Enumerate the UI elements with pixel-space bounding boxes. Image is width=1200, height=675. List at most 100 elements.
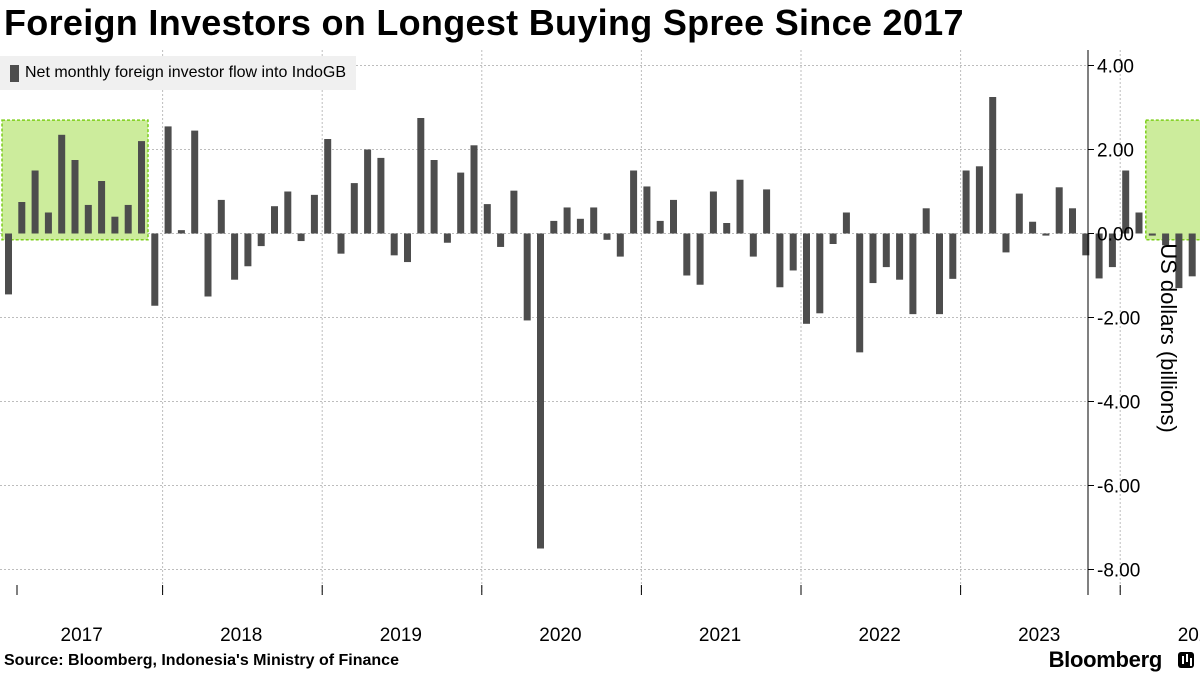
bar xyxy=(204,233,212,297)
x-tick-label: 2023 xyxy=(1018,625,1060,646)
bar xyxy=(537,233,544,549)
bar xyxy=(590,207,598,234)
y-axis-label: US dollars (billions) xyxy=(1156,243,1181,433)
bar xyxy=(191,130,199,234)
bar xyxy=(390,233,398,256)
bar xyxy=(749,233,757,257)
bar xyxy=(989,97,997,234)
bar xyxy=(656,220,664,234)
y-tick-label: 0.00 xyxy=(1097,225,1134,246)
bar xyxy=(975,166,983,234)
bar xyxy=(736,179,744,234)
bar xyxy=(763,189,771,234)
bar xyxy=(523,233,531,321)
bar xyxy=(443,233,451,243)
x-tick-label: 2021 xyxy=(699,625,741,646)
bar xyxy=(417,118,425,234)
bar xyxy=(404,233,411,263)
bar xyxy=(1095,233,1103,279)
bar xyxy=(310,194,318,234)
bar xyxy=(510,190,518,234)
bar xyxy=(244,233,252,267)
bar xyxy=(18,202,26,234)
bar xyxy=(1015,193,1023,234)
bar xyxy=(84,204,92,234)
bar xyxy=(483,204,491,234)
highlight-box xyxy=(1145,119,1200,241)
bar xyxy=(1122,170,1130,234)
bar xyxy=(603,233,611,240)
bar xyxy=(643,186,651,234)
bar xyxy=(124,204,132,234)
bar xyxy=(457,172,465,234)
bar xyxy=(497,233,505,247)
bar xyxy=(829,233,837,244)
bar xyxy=(842,212,850,234)
bar xyxy=(816,233,824,314)
bar xyxy=(1148,233,1156,236)
x-axis: 2017 2018 2019 2020 2021 2022 2023 2024 xyxy=(16,585,1200,646)
bar xyxy=(696,233,704,285)
bar xyxy=(670,199,677,234)
bar xyxy=(909,233,917,315)
x-tick-label: 2018 xyxy=(220,625,262,646)
bar xyxy=(1162,233,1170,246)
bloomberg-logo: Bloomberg xyxy=(1048,647,1163,672)
bar xyxy=(1069,208,1076,234)
bar xyxy=(271,206,278,234)
bar xyxy=(882,233,890,268)
bar xyxy=(803,233,810,324)
bar xyxy=(71,160,79,234)
bar xyxy=(138,141,145,234)
bar xyxy=(1002,233,1010,253)
bar xyxy=(723,223,731,234)
bar xyxy=(630,170,638,234)
y-tick-label: -6.00 xyxy=(1097,477,1140,498)
bar xyxy=(1188,233,1196,277)
bar xyxy=(776,233,784,288)
y-tick-label: 4.00 xyxy=(1097,57,1134,78)
bar xyxy=(1042,233,1050,236)
bar xyxy=(709,191,717,234)
bar xyxy=(5,233,12,295)
source-note: Source: Bloomberg, Indonesia's Ministry … xyxy=(4,652,399,669)
y-tick-label: -8.00 xyxy=(1097,561,1140,582)
y-axis: 4.00 2.00 0.00 -2.00 -4.00 -6.00 -8.00 xyxy=(1087,50,1140,595)
bar xyxy=(576,218,584,234)
bar xyxy=(164,126,172,234)
bar xyxy=(1082,233,1090,256)
bar xyxy=(683,233,691,276)
bar xyxy=(430,160,438,234)
bar xyxy=(151,233,159,306)
bar xyxy=(470,145,478,234)
bar xyxy=(231,233,239,280)
bar xyxy=(563,207,571,234)
bar xyxy=(962,170,970,234)
bar xyxy=(297,233,305,242)
bar xyxy=(337,233,345,254)
bar xyxy=(31,170,39,234)
x-tick-label: 2022 xyxy=(859,625,901,646)
bar xyxy=(58,134,66,234)
y-tick-label: -4.00 xyxy=(1097,393,1140,414)
bar xyxy=(364,149,372,234)
bar xyxy=(217,199,225,234)
bar xyxy=(377,157,385,234)
bar xyxy=(1108,233,1116,268)
x-tick-label: 2020 xyxy=(539,625,581,646)
y-tick-label: -2.00 xyxy=(1097,309,1140,330)
bar xyxy=(324,139,332,234)
bar xyxy=(1055,187,1063,234)
bar xyxy=(284,191,292,234)
bar xyxy=(350,183,358,234)
bar xyxy=(789,233,797,271)
chart-title: Foreign Investors on Longest Buying Spre… xyxy=(4,2,964,43)
x-tick-label: 2024 xyxy=(1178,625,1200,646)
bar xyxy=(922,208,930,234)
bar xyxy=(44,212,52,234)
bar xyxy=(616,233,624,257)
bar xyxy=(1135,212,1143,234)
bar xyxy=(1175,233,1183,289)
bar xyxy=(98,181,106,234)
